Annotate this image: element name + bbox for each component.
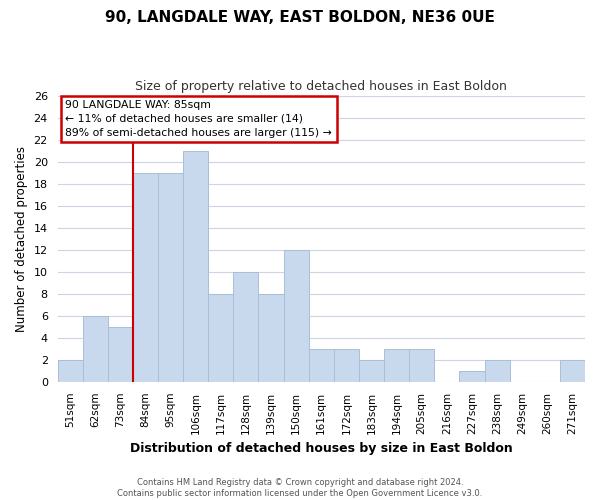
Bar	[233, 272, 259, 382]
Bar	[58, 360, 83, 382]
Bar	[309, 349, 334, 382]
Bar	[485, 360, 509, 382]
Bar	[560, 360, 585, 382]
Text: 90, LANGDALE WAY, EAST BOLDON, NE36 0UE: 90, LANGDALE WAY, EAST BOLDON, NE36 0UE	[105, 10, 495, 25]
Bar	[259, 294, 284, 382]
Bar	[133, 172, 158, 382]
Bar	[158, 172, 183, 382]
Bar	[208, 294, 233, 382]
Bar	[359, 360, 384, 382]
Bar	[409, 349, 434, 382]
Bar	[108, 327, 133, 382]
Bar	[334, 349, 359, 382]
Bar	[460, 371, 485, 382]
Text: Contains HM Land Registry data © Crown copyright and database right 2024.
Contai: Contains HM Land Registry data © Crown c…	[118, 478, 482, 498]
Title: Size of property relative to detached houses in East Boldon: Size of property relative to detached ho…	[136, 80, 507, 93]
Text: 90 LANGDALE WAY: 85sqm
← 11% of detached houses are smaller (14)
89% of semi-det: 90 LANGDALE WAY: 85sqm ← 11% of detached…	[65, 100, 332, 138]
Bar	[384, 349, 409, 382]
Bar	[83, 316, 108, 382]
Y-axis label: Number of detached properties: Number of detached properties	[15, 146, 28, 332]
Bar	[284, 250, 309, 382]
Bar	[183, 150, 208, 382]
X-axis label: Distribution of detached houses by size in East Boldon: Distribution of detached houses by size …	[130, 442, 512, 455]
